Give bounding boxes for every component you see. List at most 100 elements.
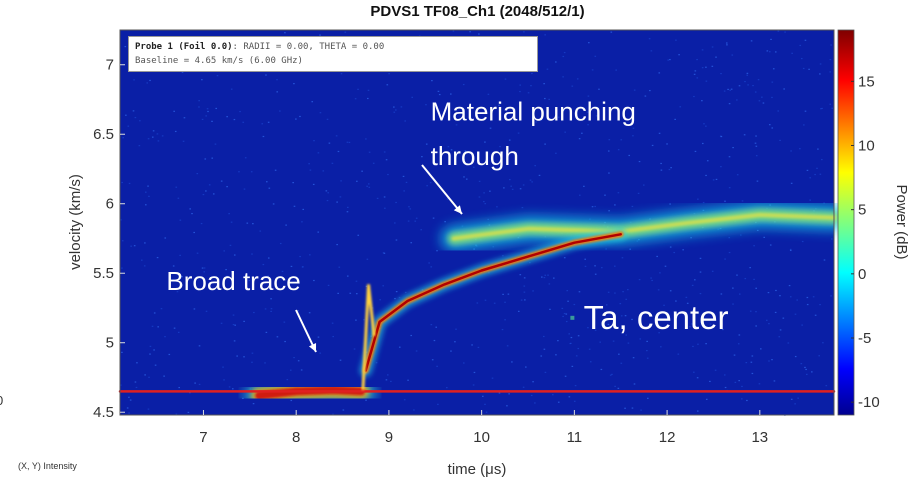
noise-dot (738, 293, 741, 295)
noise-dot (176, 291, 179, 293)
noise-dot (775, 289, 777, 292)
noise-dot (549, 308, 551, 310)
main-trace-stroke (364, 233, 622, 372)
noise-dot (607, 323, 610, 326)
noise-dot (387, 173, 389, 176)
noise-dot (659, 272, 661, 274)
noise-dot (415, 350, 418, 352)
noise-dot (390, 380, 392, 383)
noise-dot (496, 206, 498, 208)
noise-dot (628, 154, 631, 157)
noise-dot (529, 262, 531, 264)
noise-dot (768, 124, 771, 126)
noise-dot (264, 362, 266, 364)
noise-dot (625, 334, 628, 336)
noise-dot (382, 252, 385, 254)
noise-dot (727, 88, 729, 91)
noise-dot (724, 200, 726, 202)
noise-dot (229, 244, 232, 246)
noise-dot (463, 176, 465, 178)
noise-dot (463, 117, 465, 119)
noise-dot (430, 266, 433, 268)
noise-dot (228, 213, 230, 215)
noise-dot (751, 372, 754, 375)
noise-dot (272, 203, 275, 205)
noise-dot (701, 49, 704, 51)
noise-dot (631, 318, 633, 321)
noise-dot (251, 253, 253, 255)
noise-dot (531, 72, 533, 75)
noise-dot (787, 342, 790, 344)
noise-dot (609, 374, 612, 376)
noise-dot (402, 175, 405, 178)
noise-dot (555, 152, 557, 154)
noise-dot (371, 307, 374, 309)
noise-dot (741, 398, 743, 400)
noise-dot (147, 138, 150, 140)
noise-dot (177, 331, 180, 333)
noise-dot (705, 398, 708, 400)
noise-dot (808, 68, 810, 70)
noise-dot (592, 315, 595, 317)
noise-dot (633, 383, 636, 385)
noise-dot (326, 118, 329, 120)
noise-dot (725, 42, 728, 44)
noise-dot (771, 81, 774, 83)
noise-dot (543, 276, 546, 279)
x-tick-label: 10 (473, 429, 490, 446)
noise-dot (791, 52, 793, 54)
noise-dot (544, 97, 546, 100)
noise-dot (723, 90, 726, 92)
noise-dot (265, 181, 268, 183)
noise-dot (501, 328, 504, 331)
noise-dot (617, 387, 620, 389)
noise-dot (625, 298, 628, 300)
noise-dot (200, 222, 203, 225)
noise-dot (663, 304, 665, 306)
noise-dot (640, 409, 642, 411)
noise-dot (455, 328, 457, 330)
noise-dot (478, 196, 481, 198)
noise-dot (693, 73, 696, 75)
noise-dot (595, 308, 598, 310)
noise-dot (325, 190, 328, 192)
noise-dot (608, 139, 611, 141)
noise-dot (230, 88, 233, 90)
noise-dot (690, 237, 692, 239)
colorbar-ticks: -10 -5 0 5 10 15 (851, 73, 880, 411)
noise-dot (163, 375, 165, 377)
noise-dot (327, 284, 330, 286)
noise-dot (794, 313, 797, 315)
noise-dot (543, 83, 545, 85)
noise-dot (292, 182, 294, 184)
noise-dot (699, 257, 702, 259)
noise-dot (567, 300, 569, 302)
noise-dot (689, 326, 691, 328)
noise-dot (562, 315, 564, 318)
noise-dot (230, 221, 233, 223)
noise-dot (743, 134, 746, 136)
noise-dot (705, 80, 708, 82)
noise-dot (395, 201, 397, 204)
noise-dot (394, 297, 396, 300)
noise-dot (429, 182, 432, 184)
noise-dot (289, 369, 292, 371)
colorbar-tick-label: -10 (858, 394, 880, 411)
noise-dot (319, 352, 322, 354)
noise-dot (701, 100, 703, 102)
noise-dot (313, 140, 315, 142)
noise-dot (730, 88, 733, 90)
noise-dot (262, 135, 265, 138)
annotation-text: Ta, center (584, 299, 729, 336)
noise-dot (452, 30, 455, 32)
noise-dot (588, 42, 590, 44)
noise-dot (191, 212, 193, 215)
noise-dot (179, 219, 182, 221)
noise-dot (779, 295, 781, 297)
noise-dot (615, 69, 617, 71)
noise-dot (804, 39, 807, 41)
noise-dot (317, 231, 320, 233)
noise-dot (651, 279, 653, 282)
noise-dot (222, 366, 224, 368)
noise-dot (342, 409, 345, 411)
